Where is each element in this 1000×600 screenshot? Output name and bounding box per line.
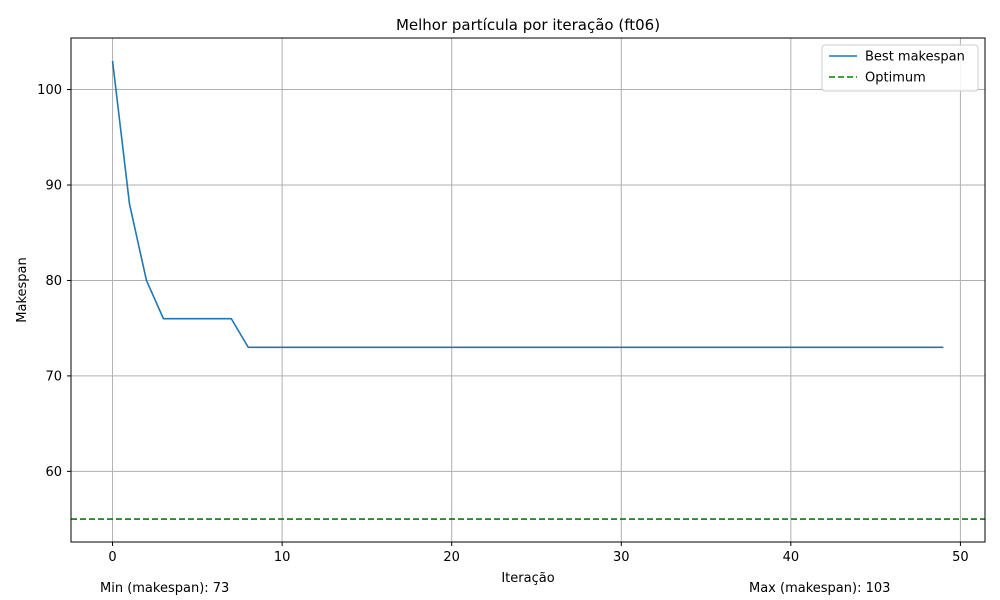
series-layer bbox=[71, 60, 985, 520]
legend-box bbox=[821, 44, 979, 92]
y-tick-label: 80 bbox=[45, 274, 62, 289]
min-makespan-note: Min (makespan): 73 bbox=[100, 581, 230, 596]
y-tick-label: 100 bbox=[37, 83, 62, 98]
legend-label: Optimum bbox=[865, 71, 926, 86]
x-axis-label: Iteração bbox=[501, 571, 554, 586]
y-axis-label: Makespan bbox=[15, 257, 30, 322]
x-tick-label: 20 bbox=[443, 550, 460, 565]
x-tick-label: 0 bbox=[108, 550, 116, 565]
max-makespan-note: Max (makespan): 103 bbox=[749, 581, 891, 596]
x-tick-label: 10 bbox=[274, 550, 291, 565]
y-tick-label: 90 bbox=[45, 179, 62, 194]
tick-layer: 0 10 20 30 40 50 60 70 80 90 100 bbox=[37, 83, 969, 565]
best-makespan-line bbox=[111, 60, 944, 349]
legend: Best makespan Optimum bbox=[821, 44, 979, 92]
x-tick-label: 30 bbox=[613, 550, 630, 565]
y-tick-label: 70 bbox=[45, 369, 62, 384]
axes-frame bbox=[70, 37, 986, 543]
x-tick-label: 50 bbox=[952, 550, 969, 565]
chart-title: Melhor partícula por iteração (ft06) bbox=[396, 16, 660, 34]
grid-lines bbox=[71, 38, 985, 542]
legend-label: Best makespan bbox=[865, 50, 965, 65]
x-tick-label: 40 bbox=[783, 550, 800, 565]
y-tick-label: 60 bbox=[45, 465, 62, 480]
